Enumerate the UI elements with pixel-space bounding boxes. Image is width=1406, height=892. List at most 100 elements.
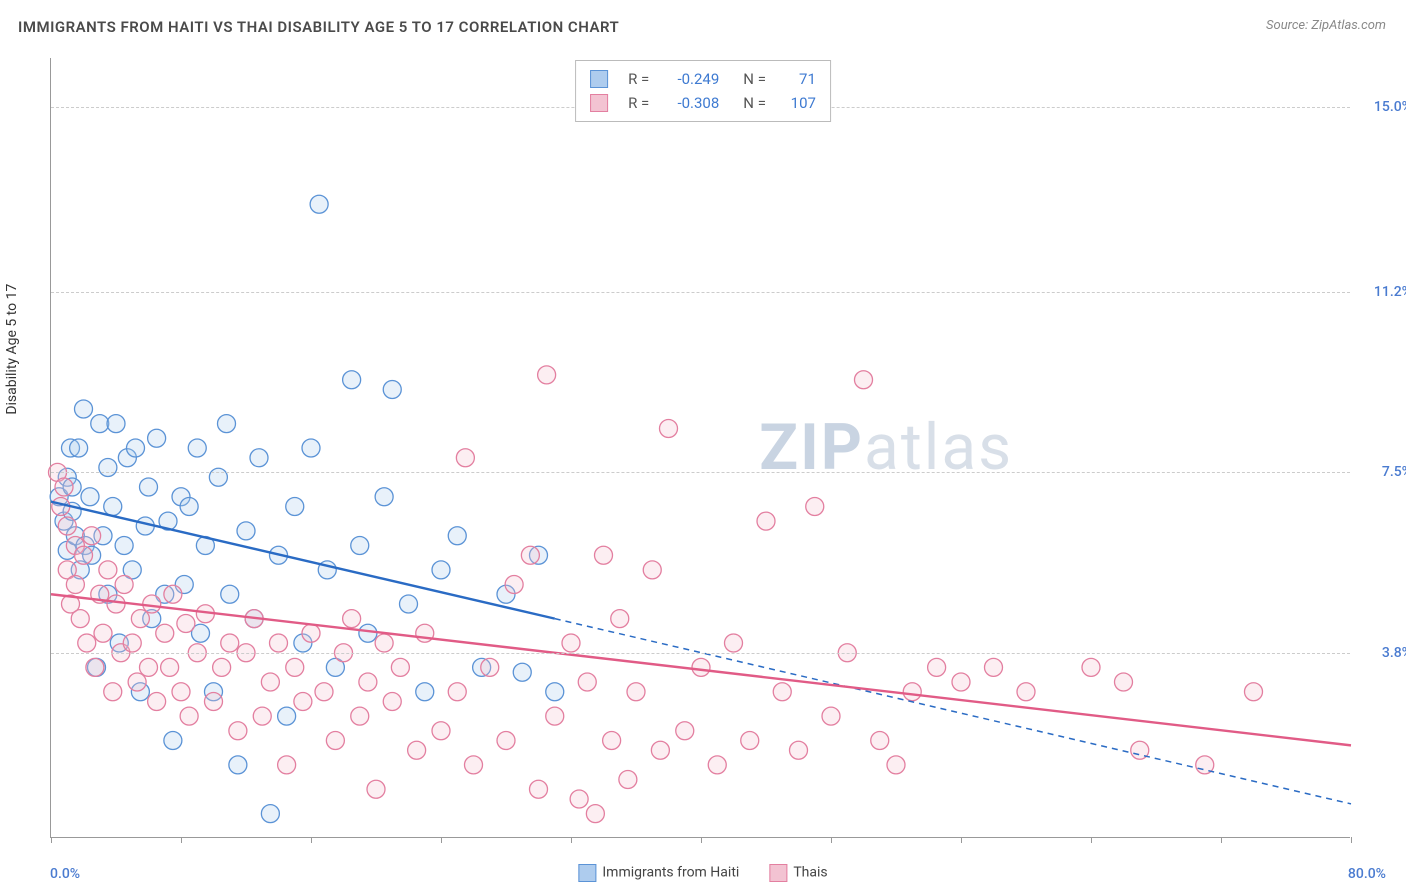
data-point (213, 658, 231, 676)
legend-label: Thais (793, 865, 827, 881)
legend-item: Immigrants from Haiti (578, 864, 739, 882)
data-point (773, 683, 791, 701)
trend-line (51, 502, 555, 619)
data-point (595, 546, 613, 564)
data-point (286, 658, 304, 676)
x-tick (441, 837, 442, 843)
x-tick (961, 837, 962, 843)
data-point (643, 561, 661, 579)
data-point (261, 805, 279, 823)
data-point (359, 673, 377, 691)
data-point (302, 624, 320, 642)
data-point (70, 439, 88, 457)
data-point (164, 732, 182, 750)
data-point (351, 707, 369, 725)
data-point (903, 683, 921, 701)
gridline (51, 292, 1350, 293)
data-point (83, 527, 101, 545)
data-point (229, 722, 247, 740)
stat-r-value: -0.249 (659, 67, 719, 91)
data-point (140, 658, 158, 676)
data-point (221, 634, 239, 652)
data-point (465, 756, 483, 774)
data-point (99, 561, 117, 579)
data-point (343, 371, 361, 389)
data-point (562, 634, 580, 652)
data-point (546, 707, 564, 725)
data-point (86, 658, 104, 676)
data-point (367, 780, 385, 798)
y-tick-label: 15.0% (1357, 99, 1406, 115)
legend-swatch (578, 864, 596, 882)
data-point (530, 780, 548, 798)
data-point (81, 488, 99, 506)
data-point (790, 741, 808, 759)
data-point (1017, 683, 1035, 701)
data-point (383, 381, 401, 399)
y-tick-label: 11.2% (1357, 284, 1406, 300)
x-tick (1351, 837, 1352, 843)
data-point (619, 771, 637, 789)
x-axis-max-label: 80.0% (1348, 866, 1386, 882)
data-point (448, 527, 466, 545)
data-point (448, 683, 466, 701)
data-point (310, 195, 328, 213)
correlation-stats-box: R =-0.249N =71R =-0.308N =107 (575, 60, 831, 122)
data-point (586, 805, 604, 823)
data-point (757, 512, 775, 530)
y-tick-label: 7.5% (1357, 464, 1406, 480)
legend-label: Immigrants from Haiti (602, 865, 739, 881)
stat-n-value: 107 (776, 91, 816, 115)
data-point (128, 673, 146, 691)
data-point (432, 722, 450, 740)
data-point (391, 658, 409, 676)
stats-row: R =-0.308N =107 (590, 91, 816, 115)
data-point (294, 693, 312, 711)
data-point (603, 732, 621, 750)
data-point (456, 449, 474, 467)
gridline (51, 653, 1350, 654)
data-point (75, 546, 93, 564)
data-point (822, 707, 840, 725)
data-point (400, 595, 418, 613)
data-point (143, 595, 161, 613)
data-point (164, 585, 182, 603)
data-point (497, 732, 515, 750)
chart-title: IMMIGRANTS FROM HAITI VS THAI DISABILITY… (18, 18, 619, 36)
data-point (570, 790, 588, 808)
data-point (66, 576, 84, 594)
data-point (302, 439, 320, 457)
legend-swatch (769, 864, 787, 882)
x-tick (701, 837, 702, 843)
chart-plot-area: 3.8%7.5%11.2%15.0% (50, 58, 1350, 838)
x-tick (311, 837, 312, 843)
data-point (985, 658, 1003, 676)
data-point (660, 420, 678, 438)
data-point (91, 415, 109, 433)
stat-n-label: N = (743, 91, 766, 115)
stat-n-label: N = (743, 67, 766, 91)
data-point (627, 683, 645, 701)
data-point (71, 610, 89, 628)
data-point (218, 415, 236, 433)
data-point (188, 439, 206, 457)
stat-r-value: -0.308 (659, 91, 719, 115)
data-point (708, 756, 726, 774)
x-tick (51, 837, 52, 843)
data-point (278, 756, 296, 774)
x-tick (571, 837, 572, 843)
data-point (725, 634, 743, 652)
data-point (513, 663, 531, 681)
data-point (253, 707, 271, 725)
data-point (104, 498, 122, 516)
stats-row: R =-0.249N =71 (590, 67, 816, 91)
legend-swatch (590, 70, 608, 88)
data-point (104, 683, 122, 701)
y-axis-label: Disability Age 5 to 17 (4, 284, 20, 415)
x-tick (1221, 837, 1222, 843)
data-point (546, 683, 564, 701)
data-point (741, 732, 759, 750)
gridline (51, 472, 1350, 473)
data-point (270, 634, 288, 652)
data-point (107, 595, 125, 613)
